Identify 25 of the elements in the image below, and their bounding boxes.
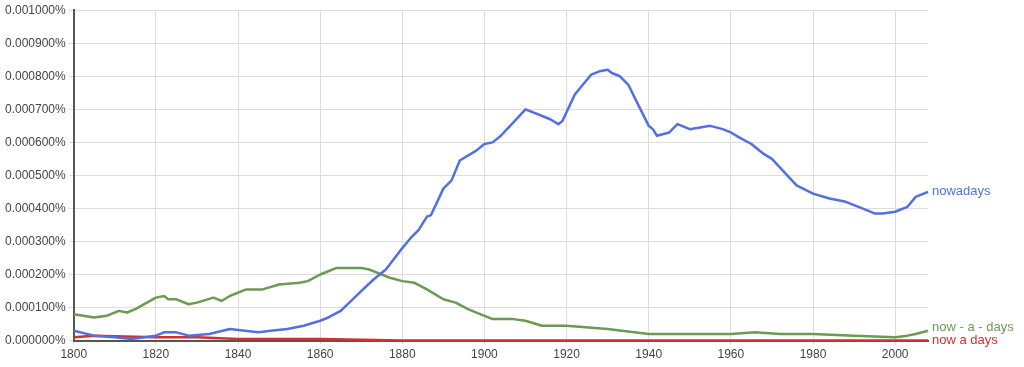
x-tick-label: 1800: [60, 347, 88, 362]
y-tick-label: 0.000900%: [4, 35, 67, 50]
x-tick-label: 1860: [306, 347, 334, 362]
y-tick-label: 0.000300%: [4, 233, 67, 248]
x-tick-label: 1840: [224, 347, 252, 362]
y-tick-label: 0.000500%: [4, 167, 67, 182]
y-tick-label: 0.000800%: [4, 68, 67, 83]
x-tick-label: 2000: [881, 347, 909, 362]
y-tick-label: 0.000600%: [4, 134, 67, 149]
y-tick-label: 0.000000%: [4, 332, 67, 347]
y-tick-label: 0.000200%: [4, 266, 67, 281]
x-tick-label: 1940: [635, 347, 663, 362]
x-tick-label: 1880: [388, 347, 416, 362]
y-tick-label: 0.000400%: [4, 200, 67, 215]
series-label: nowadays: [932, 183, 992, 199]
x-tick-label: 1980: [799, 347, 827, 362]
y-tick-label: 0.001000%: [4, 2, 67, 17]
x-tick-label: 1920: [553, 347, 581, 362]
y-tick-label: 0.000700%: [4, 101, 67, 116]
x-tick-label: 1960: [717, 347, 745, 362]
x-tick-label: 1820: [142, 347, 170, 362]
x-tick-label: 1900: [471, 347, 499, 362]
y-tick-label: 0.000100%: [4, 299, 67, 314]
series-label: now a days: [932, 332, 999, 348]
series-label: now - a - days: [932, 319, 1015, 335]
